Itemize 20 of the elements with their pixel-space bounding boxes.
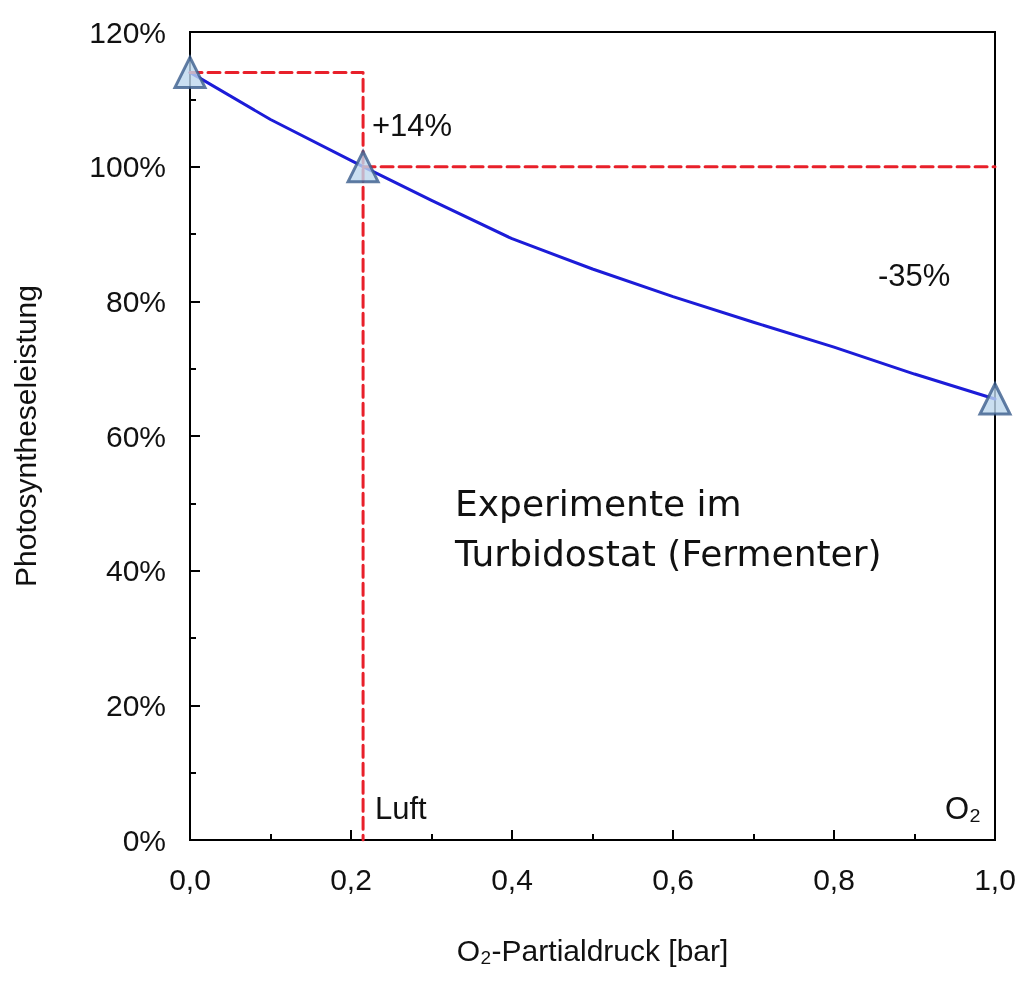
y-tick-label: 20% [105, 688, 166, 722]
annotation: -35% [878, 257, 951, 293]
y-tick-label: 40% [105, 554, 166, 588]
y-tick-label: 0% [122, 823, 166, 857]
y-tick-label: 60% [105, 419, 166, 453]
x-tick-label: 0,2 [330, 862, 372, 896]
x-tick-label: 0,4 [491, 862, 533, 896]
annotation: Experimente im Turbidostat (Fermenter) [454, 482, 882, 574]
x-tick-label: 0,0 [169, 862, 211, 896]
x-tick-label: 0,6 [652, 862, 694, 896]
y-tick-label: 100% [89, 150, 166, 184]
annotation: +14% [372, 107, 453, 143]
annotation: O₂ [945, 790, 982, 826]
y-tick-label: 80% [105, 284, 166, 318]
annotation: Luft [375, 790, 428, 826]
y-axis-title: Photosyntheseleistung [8, 285, 42, 587]
y-tick-label: 120% [89, 15, 166, 49]
x-axis-title: O₂-Partialdruck [bar] [456, 933, 729, 967]
x-tick-label: 1,0 [974, 862, 1016, 896]
x-tick-label: 0,8 [813, 862, 855, 896]
